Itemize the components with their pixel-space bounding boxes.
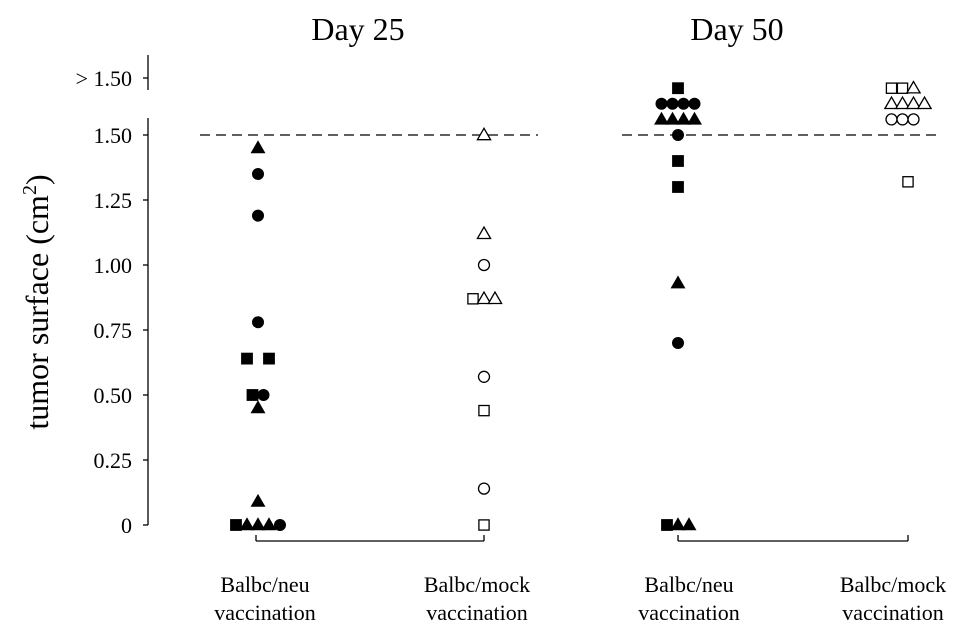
data-point-square [672, 155, 684, 167]
y-tick-label: 1.00 [94, 253, 133, 278]
data-point-triangle [250, 140, 266, 154]
data-point-triangle [665, 111, 680, 125]
data-point-circle [252, 209, 264, 222]
data-point-square [467, 293, 479, 305]
data-point-square [661, 519, 673, 531]
data-point-triangle [476, 225, 492, 240]
group-label: Balbc/neu [220, 572, 309, 597]
data-point-triangle [916, 95, 933, 110]
data-point-triangle [905, 80, 922, 94]
data-point-square [246, 389, 259, 401]
y-tick-label: 1.50 [94, 123, 133, 148]
y-axis-label-superscript: 2 [19, 185, 41, 195]
data-point-circle [672, 129, 684, 141]
data-point-square [230, 519, 242, 531]
data-point-triangle [487, 290, 503, 305]
data-point-triangle [239, 517, 255, 531]
data-point-triangle [905, 95, 922, 110]
y-axis-label: tumor surface (cm2) [19, 174, 55, 429]
data-point-square [902, 176, 914, 188]
y-tick-label: 0.75 [94, 318, 133, 343]
group-label: vaccination [426, 600, 527, 625]
data-point-circle [477, 370, 491, 383]
data-point-triangle [687, 111, 702, 125]
data-point-circle [655, 97, 668, 110]
group-label: Balbc/neu [644, 572, 733, 597]
y-axis-label-text: tumor surface (cm [19, 195, 55, 430]
data-point-square [672, 82, 684, 95]
y-axis-label-close: ) [19, 174, 55, 185]
data-point-circle [885, 113, 898, 126]
data-point-circle [688, 97, 701, 110]
panel-title: Day 50 [690, 11, 783, 47]
data-point-square [896, 82, 909, 94]
y-tick-label: 0.25 [94, 448, 133, 473]
data-point-circle [677, 97, 690, 110]
data-point-square [885, 82, 898, 94]
data-point-circle [477, 258, 491, 272]
group-label: vaccination [638, 600, 739, 625]
group-label: Balbc/mock [840, 572, 946, 597]
data-point-circle [907, 113, 920, 126]
group-label: vaccination [842, 600, 943, 625]
data-point-triangle [883, 95, 900, 110]
data-point-triangle [670, 275, 686, 289]
data-point-square [478, 404, 490, 417]
data-point-circle [672, 337, 684, 349]
data-point-square [241, 352, 253, 365]
panel-title: Day 25 [311, 11, 404, 47]
data-point-triangle [476, 127, 492, 141]
data-point-triangle [250, 493, 266, 507]
group-label: vaccination [214, 600, 315, 625]
data-point-circle [252, 316, 264, 329]
data-point-triangle [654, 111, 669, 125]
data-point-square [672, 181, 684, 193]
data-point-triangle [476, 290, 492, 305]
y-tick-label: 0.50 [94, 383, 133, 408]
data-point-square [263, 352, 275, 365]
data-point-circle [257, 389, 270, 401]
data-point-triangle [894, 95, 911, 110]
data-point-circle [666, 97, 679, 110]
data-point-triangle [676, 111, 691, 125]
data-point-triangle [681, 517, 697, 531]
data-point-circle [896, 113, 909, 126]
y-tick-label: > 1.50 [76, 66, 132, 91]
data-point-triangle [261, 517, 277, 531]
group-label: Balbc/mock [424, 572, 530, 597]
y-tick-label: 1.25 [94, 188, 133, 213]
data-point-circle [252, 168, 264, 180]
data-point-circle [274, 519, 286, 531]
data-point-square [478, 519, 490, 531]
data-point-triangle [670, 517, 686, 531]
y-tick-label: 0 [121, 513, 132, 538]
data-point-triangle [250, 400, 266, 414]
data-point-triangle [250, 517, 266, 531]
data-point-circle [477, 482, 491, 495]
